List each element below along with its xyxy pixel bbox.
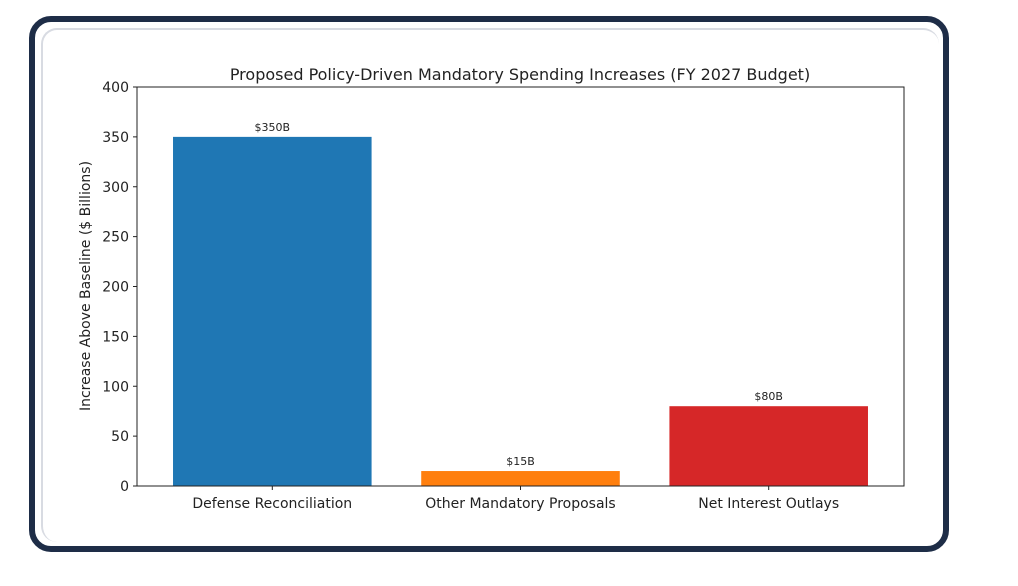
y-tick-label-7: 350 [102,130,129,146]
frame-inner-shadow [41,28,939,542]
data-label-0: $350B [255,121,291,134]
data-label-2: $80B [754,390,783,403]
y-tick-label-0: 0 [120,479,129,495]
y-tick-label-4: 200 [102,280,129,296]
y-tick-label-5: 250 [102,230,129,246]
plot-area-border [136,86,905,487]
y-tick-label-8: 400 [102,80,129,96]
y-tick-label-2: 100 [102,379,129,395]
y-axis-label: Increase Above Baseline ($ Billions) [78,161,94,411]
bar-2 [669,406,868,486]
x-tick-label-1: Other Mandatory Proposals [425,496,615,512]
bar-1 [421,471,620,486]
x-tick-label-2: Net Interest Outlays [698,496,839,512]
x-tick-label-0: Defense Reconciliation [192,496,352,512]
y-tick-label-3: 150 [102,329,129,345]
bar-0 [173,136,372,486]
data-label-1: $15B [506,455,535,468]
y-tick-label-1: 50 [111,429,129,445]
chart-title: Proposed Policy-Driven Mandatory Spendin… [230,65,810,84]
y-tick-label-6: 300 [102,180,129,196]
